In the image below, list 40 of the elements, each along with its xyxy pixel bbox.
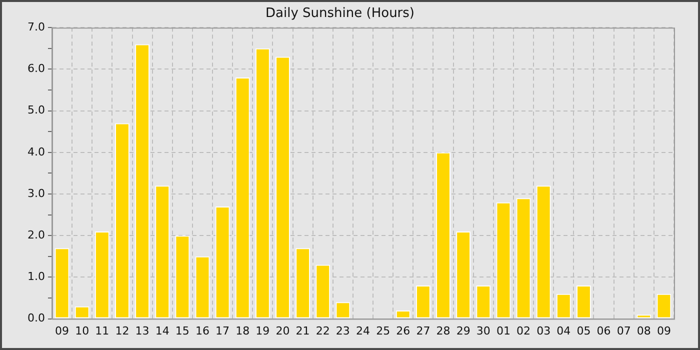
y-tick-label: 7.0 <box>28 20 45 34</box>
y-tick-label: 1.0 <box>28 270 45 284</box>
x-tick-label: 24 <box>356 324 370 338</box>
x-tick-label: 26 <box>396 324 410 338</box>
x-tick-label: 09 <box>656 324 671 338</box>
x-tick-label: 15 <box>175 324 190 338</box>
x-tick-label: 01 <box>496 324 510 338</box>
x-tick-label: 23 <box>336 324 350 338</box>
x-tick-label: 02 <box>516 324 531 338</box>
x-tick-label: 30 <box>476 324 490 338</box>
y-tick-label: 4.0 <box>28 145 45 158</box>
x-tick-label: 03 <box>536 324 551 338</box>
x-tick-label: 10 <box>75 324 90 338</box>
y-tick-label: 6.0 <box>28 62 45 76</box>
x-tick-label: 14 <box>155 324 170 338</box>
x-tick-label: 21 <box>296 324 310 338</box>
x-tick-label: 27 <box>416 324 430 338</box>
x-tick-label: 04 <box>556 324 571 338</box>
x-tick-label: 17 <box>216 324 230 338</box>
x-tick-label: 08 <box>636 324 651 338</box>
x-tick-label: 19 <box>256 324 270 338</box>
x-tick-label: 16 <box>195 324 210 338</box>
x-tick-label: 28 <box>436 324 450 338</box>
x-tick-label: 06 <box>596 324 611 338</box>
x-tick-label: 29 <box>456 324 470 338</box>
x-tick-label: 18 <box>236 324 250 338</box>
x-tick-label: 09 <box>55 324 70 338</box>
x-tick-label: 12 <box>115 324 130 338</box>
x-tick-label: 13 <box>135 324 150 338</box>
y-tick-label: 2.0 <box>28 228 45 242</box>
x-tick-label: 05 <box>576 324 591 338</box>
y-tick-label: 3.0 <box>28 186 45 200</box>
x-tick-label: 20 <box>276 324 290 338</box>
y-tick-label: 0.0 <box>28 312 45 325</box>
y-tick-label: 5.0 <box>28 104 45 117</box>
x-tick-label: 11 <box>95 324 110 338</box>
x-tick-label: 25 <box>376 324 390 338</box>
x-tick-label: 07 <box>616 324 631 338</box>
chart-title: Daily Sunshine (Hours) <box>266 6 414 22</box>
x-tick-label: 22 <box>316 324 330 338</box>
